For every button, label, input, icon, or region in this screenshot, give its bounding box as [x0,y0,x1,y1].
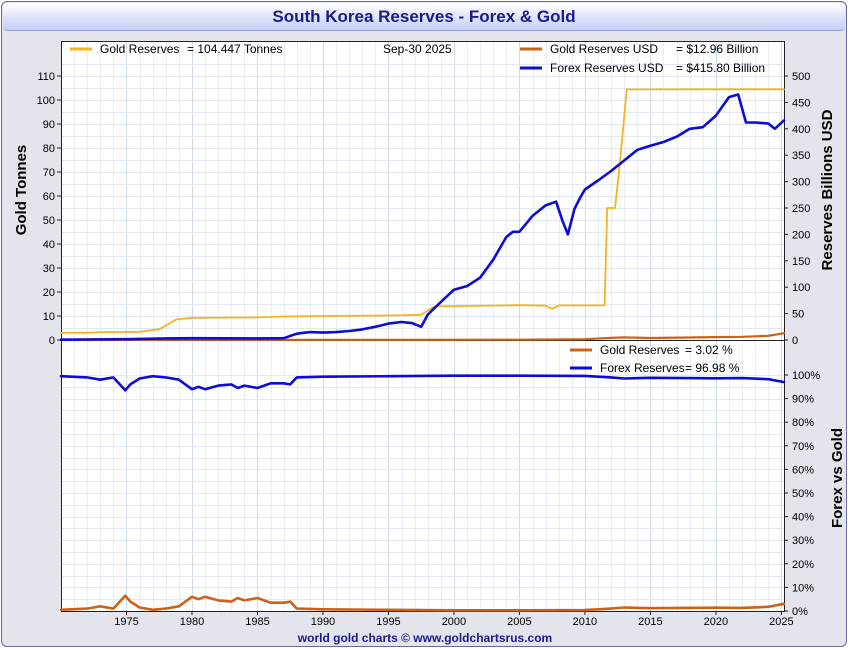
x-tick-label: 1995 [376,616,400,628]
right-tick-label: 0 [792,335,798,347]
left-tick-label: 100 [37,95,55,107]
percent-tick-label: 50% [792,488,814,500]
percent-tick-label: 30% [792,535,814,547]
right-tick-label: 100 [792,282,810,294]
upper-legend-value: = $415.80 Billion [676,61,765,75]
x-tick-label: 1985 [245,616,269,628]
right-axis-title: Reserves Billions USD [819,109,836,270]
percent-tick-label: 80% [792,417,814,429]
percent-axis-title: Forex vs Gold [829,428,846,528]
percent-tick-label: 90% [792,394,814,406]
series-line-gold_usd [59,332,786,342]
left-tick-label: 30 [43,263,55,275]
x-tick-label: 1975 [114,616,138,628]
percent-tick-label: 70% [792,441,814,453]
left-tick-label: 110 [37,71,55,83]
series-line-forex [59,93,786,342]
upper-legend-value: = $12.96 Billion [676,42,758,56]
left-tick-label: 40 [43,239,55,251]
lower-legend-value: = 3.02 % [685,343,733,357]
percent-tick-label: 0% [792,606,808,618]
x-tick-label: 2015 [638,616,662,628]
x-tick-label: 2010 [573,616,597,628]
right-tick-label: 350 [792,150,810,162]
left-tick-label: 0 [49,335,55,347]
upper-plot-area [61,41,784,340]
x-tick-label: 1990 [311,616,335,628]
percent-tick-label: 40% [792,512,814,524]
right-tick-label: 400 [792,124,810,136]
right-tick-label: 500 [792,71,810,83]
lower-plot-area [61,341,784,611]
x-tick-label: 2005 [507,616,531,628]
right-tick-label: 300 [792,177,810,189]
percent-tick-label: 20% [792,559,814,571]
plot-border [61,41,785,612]
percent-tick-label: 10% [792,582,814,594]
left-tick-label: 90 [43,119,55,131]
upper-legend-label: Forex Reserves USD [550,61,664,75]
right-tick-label: 150 [792,256,810,268]
percent-tick-label: 100% [792,370,820,382]
x-tick-label: 1980 [180,616,204,628]
series-line-forex [59,374,786,392]
left-axis-title: Gold Tonnes [13,145,30,236]
x-tick-label: 2020 [704,616,728,628]
left-tick-label: 60 [43,191,55,203]
lower-legend-label: Gold Reserves [600,343,679,357]
upper-legend-label: Gold Reserves USD [550,42,658,56]
left-tick-label: 70 [43,167,55,179]
series-line-gold_usd [59,594,786,612]
right-tick-label: 250 [792,203,810,215]
right-tick-label: 200 [792,229,810,241]
left-tick-label: 50 [43,215,55,227]
left-tick-label: 20 [43,287,55,299]
grid-lines [61,41,784,611]
footer-credit: world gold charts © www.goldchartsrus.co… [297,631,553,645]
x-tick-label: 2000 [442,616,466,628]
upper-legend-value: = 104.447 Tonnes [187,42,283,56]
lower-legend-label: Forex Reserves [600,361,685,375]
lower-legend-value: = 96.98 % [685,361,740,375]
date-label: Sep-30 2025 [383,42,452,56]
percent-tick-label: 60% [792,464,814,476]
right-tick-label: 50 [792,309,804,321]
left-tick-label: 80 [43,143,55,155]
x-tick-label: 2025 [769,616,793,628]
upper-legend-label: Gold Reserves [100,42,179,56]
left-tick-label: 10 [43,311,55,323]
chart-title: South Korea Reserves - Forex & Gold [3,3,845,31]
series-line-gold_tonnes [60,88,785,334]
right-tick-label: 450 [792,97,810,109]
